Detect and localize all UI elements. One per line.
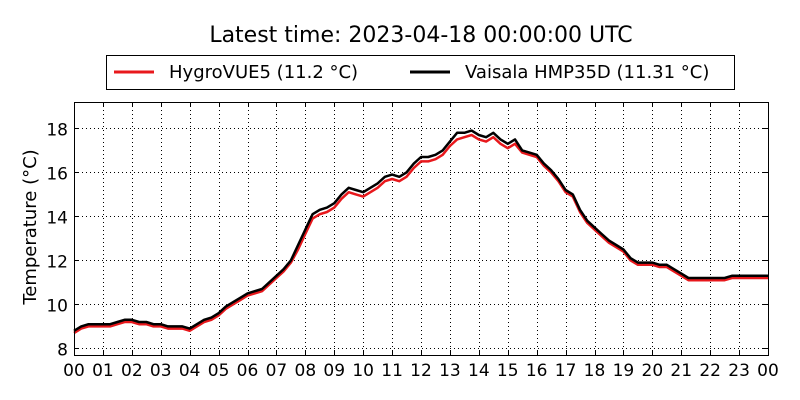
axis-ticks <box>74 102 769 355</box>
series-line-hygrovue5 <box>73 133 768 335</box>
x-tick-label: 23 <box>728 361 750 381</box>
y-tick-label: 12 <box>46 252 68 272</box>
x-tick-label: 08 <box>295 361 317 381</box>
x-tick-label: 17 <box>555 361 577 381</box>
x-tick-label: 04 <box>179 361 201 381</box>
y-axis-label: Temperature (°C) <box>20 149 41 305</box>
series-lines <box>73 129 768 335</box>
x-tick-label: 13 <box>439 361 461 381</box>
x-tick-label: 10 <box>352 361 374 381</box>
y-tick-label: 8 <box>57 340 68 360</box>
x-tick-label: 01 <box>92 361 114 381</box>
y-tick-label: 14 <box>46 208 68 228</box>
y-tick-label: 18 <box>46 120 68 140</box>
x-tick-label: 12 <box>410 361 432 381</box>
x-tick-label: 15 <box>497 361 519 381</box>
x-tick-label: 18 <box>584 361 606 381</box>
x-tick-label: 21 <box>670 361 692 381</box>
y-tick-label: 10 <box>46 296 68 316</box>
legend-label-hygrovue5: HygroVUE5 (11.2 °C) <box>169 62 358 83</box>
x-tick-label: 14 <box>468 361 490 381</box>
x-tick-label: 19 <box>613 361 635 381</box>
series-line-vaisala <box>73 129 768 332</box>
x-tick-label: 16 <box>526 361 548 381</box>
x-tick-label: 03 <box>150 361 172 381</box>
legend-label-vaisala: Vaisala HMP35D (11.31 °C) <box>465 62 709 83</box>
x-tick-label: 22 <box>699 361 721 381</box>
legend: HygroVUE5 (11.2 °C) Vaisala HMP35D (11.3… <box>106 55 735 90</box>
y-tick-label: 16 <box>46 164 68 184</box>
x-tick-label: 20 <box>642 361 664 381</box>
x-axis-tick-labels: 00 01 02 03 04 05 06 07 08 09 10 11 12 13 14 15 16 17 18 19… <box>63 361 779 381</box>
x-tick-label: 11 <box>381 361 403 381</box>
x-tick-label: 02 <box>121 361 143 381</box>
x-tick-label: 06 <box>237 361 259 381</box>
x-tick-label: 00 <box>63 361 85 381</box>
x-tick-label: 07 <box>266 361 288 381</box>
x-tick-label: 05 <box>208 361 230 381</box>
y-axis-tick-labels: 8 10 12 14 16 18 <box>46 120 68 360</box>
x-tick-label: 00 <box>757 361 779 381</box>
chart-title: Latest time: 2023-04-18 00:00:00 UTC <box>209 23 632 48</box>
x-tick-label: 09 <box>323 361 345 381</box>
